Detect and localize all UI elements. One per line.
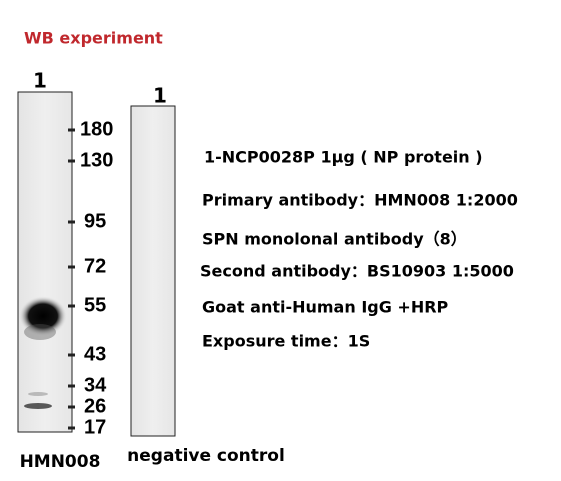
marker: 43: [84, 343, 106, 365]
info-line: SPN monolonal antibody（8）: [202, 230, 467, 249]
lane-label: 1: [33, 69, 47, 93]
marker: 130: [80, 149, 113, 171]
info-line: Exposure time：1S: [202, 332, 370, 351]
info-line: Second antibody：BS10903 1:5000: [200, 262, 514, 281]
band: [28, 392, 48, 396]
band: [24, 403, 52, 409]
marker: 180: [80, 118, 113, 140]
marker: 26: [84, 395, 106, 417]
marker-dashes: [68, 128, 75, 430]
marker: 34: [84, 374, 107, 396]
marker: 72: [84, 255, 106, 277]
lane-name: negative control: [127, 446, 285, 466]
info-line: Primary antibody：HMN008 1:2000: [202, 191, 518, 210]
marker: 95: [84, 210, 106, 232]
band: [19, 296, 67, 336]
marker: 55: [84, 294, 106, 316]
info-line: 1-NCP0028P 1μg ( NP protein ): [204, 148, 483, 167]
title: WB experiment: [24, 29, 163, 48]
lane-name: HMN008: [20, 452, 101, 472]
info-line: Goat anti-Human IgG +HRP: [202, 298, 449, 317]
lane: [17, 91, 73, 433]
lane-label: 1: [153, 84, 167, 108]
lane: [130, 105, 176, 437]
band-smear: [24, 324, 56, 340]
marker: 17: [84, 416, 106, 438]
